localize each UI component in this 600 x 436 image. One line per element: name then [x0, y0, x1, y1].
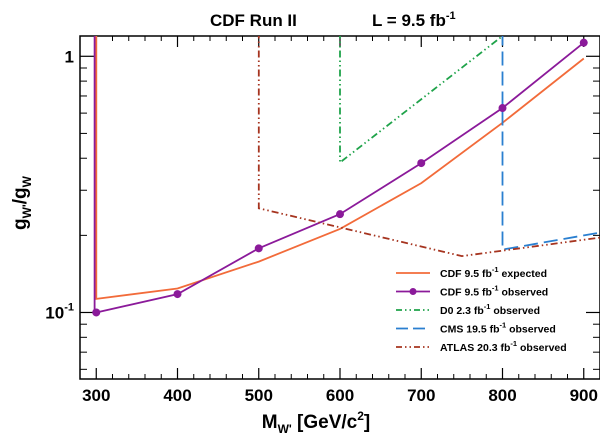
series-line-atlas_observed	[257, 36, 600, 258]
chart-title-right-base: L = 9.5 fb	[372, 11, 446, 30]
chart-title-right: L = 9.5 fb-1	[372, 10, 456, 30]
data-point-cdf_observed	[92, 308, 101, 317]
legend: CDF 9.5 fb-1 expected CDF 9.5 fb-1 observ…	[396, 265, 567, 354]
legend-marker-cdf_observed	[409, 288, 417, 295]
chart-title-left: CDF Run II	[210, 11, 297, 30]
legend-label-cdf_observed: CDF 9.5 fb-1 observed	[440, 284, 548, 299]
data-point-cdf_observed	[173, 290, 182, 299]
data-point-cdf_observed	[417, 159, 426, 168]
data-point-cdf_observed	[254, 244, 263, 253]
series-line-d0_observed	[339, 36, 504, 165]
legend-label-d0_observed: D0 2.3 fb-1 observed	[440, 302, 540, 317]
ticks-layer: 300 400 500 600 700 800 900 10-1 1	[45, 36, 600, 405]
x-tick-label: 800	[488, 386, 516, 405]
x-tick-label: 700	[407, 386, 435, 405]
x-tick-label: 400	[163, 386, 191, 405]
y-axis-title: gW'/gW	[10, 175, 34, 230]
y-tick-label: 10-1	[45, 301, 74, 322]
data-point-cdf_observed	[498, 104, 507, 113]
series-line-cdf_expected	[95, 36, 585, 300]
x-tick-label: 500	[245, 386, 273, 405]
markers-layer	[92, 38, 588, 317]
legend-label-cms_observed: CMS 19.5 fb-1 observed	[440, 321, 556, 336]
x-axis-title: MW' [GeV/c2]	[262, 409, 371, 436]
x-tick-label: 300	[82, 386, 110, 405]
legend-label-cdf_expected: CDF 9.5 fb-1 expected	[440, 265, 547, 280]
chart-title-right-sup: -1	[446, 10, 456, 22]
series-line-cms_observed	[501, 36, 600, 251]
data-point-cdf_observed	[336, 210, 344, 219]
x-tick-label: 900	[570, 386, 598, 405]
data-point-cdf_observed	[579, 38, 588, 47]
x-tick-label: 600	[326, 386, 354, 405]
y-tick-label: 1	[65, 47, 74, 66]
legend-label-atlas_observed: ATLAS 20.3 fb-1 observed	[440, 339, 567, 354]
